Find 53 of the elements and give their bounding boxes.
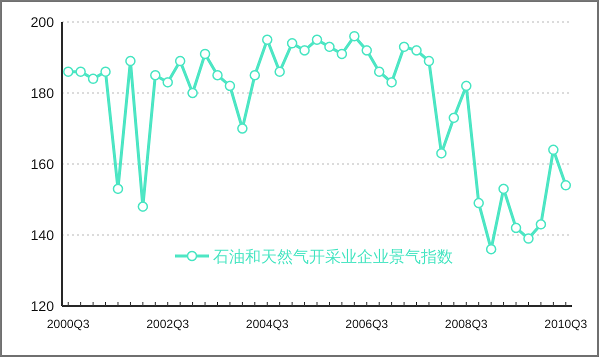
point [112, 184, 124, 194]
point [200, 48, 210, 60]
point [510, 222, 522, 234]
point [237, 123, 248, 134]
point [386, 77, 397, 88]
point [100, 66, 111, 77]
point [224, 80, 236, 92]
y-tick-label: 200 [30, 14, 54, 30]
point [324, 42, 335, 52]
point [436, 148, 447, 159]
point [411, 45, 422, 56]
point [424, 56, 434, 66]
x-tick-label: 2006Q3 [345, 317, 388, 331]
x-tick-label: 2000Q3 [46, 317, 90, 331]
y-tick-label: 180 [30, 85, 54, 101]
point [212, 70, 223, 80]
x-tick-label: 2002Q3 [146, 317, 190, 331]
point [162, 77, 173, 88]
point [362, 45, 372, 56]
point [536, 219, 546, 230]
point [560, 180, 572, 191]
x-tick-label: 2010Q3 [544, 317, 588, 331]
point [174, 56, 186, 66]
y-tick-label: 120 [30, 298, 54, 314]
point [274, 66, 285, 77]
point [398, 42, 410, 52]
point [336, 48, 348, 60]
x-tick-label: 2004Q3 [246, 317, 289, 331]
point [125, 56, 136, 66]
y-tick-label: 140 [30, 227, 54, 243]
point [150, 70, 161, 80]
point [262, 34, 272, 45]
point [312, 34, 322, 45]
y-tick-label: 160 [30, 156, 54, 172]
point [498, 184, 509, 194]
point [486, 244, 496, 254]
point [448, 112, 460, 124]
point [286, 38, 298, 49]
point [461, 80, 472, 92]
point [473, 198, 484, 208]
x-tick-label: 2008Q3 [444, 317, 488, 331]
point [548, 144, 559, 156]
point [75, 66, 86, 77]
point [523, 233, 534, 244]
point [349, 30, 360, 42]
point [250, 70, 260, 80]
point [138, 201, 148, 212]
point [88, 74, 98, 84]
point [62, 66, 74, 77]
legend-label: 石油和天然气开采业企业景气指数 [213, 248, 453, 266]
point [374, 66, 384, 77]
point [187, 88, 198, 98]
point [299, 45, 310, 56]
